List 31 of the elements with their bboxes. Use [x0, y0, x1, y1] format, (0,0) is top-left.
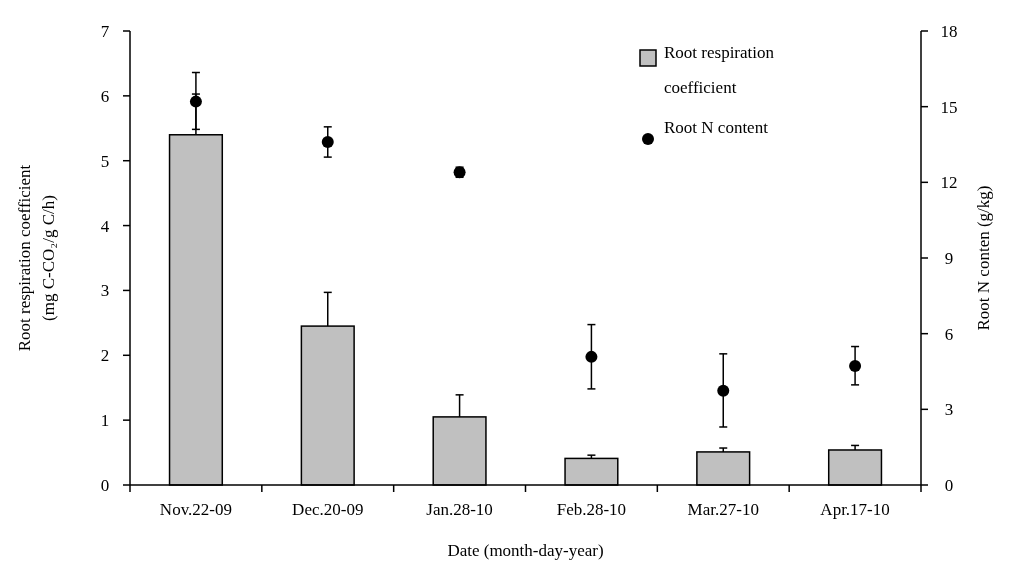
y2-tick-label: 12: [940, 173, 958, 193]
legend-label: Root respiration coefficient: [664, 43, 775, 97]
y2-tick-label: 18: [940, 21, 958, 41]
y-axis-title: Root respiration coefficient (mg C-CO₂/g C/h): [15, 164, 58, 352]
point: [321, 135, 334, 148]
x-tick-label: Apr.17-10: [820, 500, 890, 519]
y-tick-label: 0: [100, 475, 110, 495]
y2-tick-label: 6: [944, 324, 954, 344]
y2-tick-label: 0: [944, 475, 954, 495]
y-tick-label: 6: [100, 86, 110, 106]
y2-tick-label: 3: [944, 400, 954, 420]
x-axis-title: Date (month-day-year): [447, 541, 604, 560]
y-tick-label: 7: [100, 21, 110, 41]
y2-tick-label: 9: [944, 248, 954, 268]
point: [849, 359, 862, 372]
y2-tick-label: 15: [940, 97, 958, 117]
y-tick-label: 4: [100, 216, 110, 236]
point: [189, 95, 202, 108]
x-tick-label: Dec.20-09: [292, 500, 364, 519]
y2-axis-title: Root N conten (g/kg): [974, 185, 993, 331]
x-tick-label: Jan.28-10: [426, 500, 493, 519]
point: [717, 384, 730, 397]
x-tick-label: Mar.27-10: [687, 500, 759, 519]
legend-label: Root N content: [664, 118, 769, 137]
x-tick-label: Nov.22-09: [159, 500, 232, 519]
y-tick-label: 2: [100, 346, 110, 366]
point: [585, 350, 598, 363]
x-tick-label: Feb.28-10: [556, 500, 627, 519]
y-tick-label: 3: [100, 281, 110, 301]
y-tick-label: 5: [100, 151, 110, 171]
y-tick-label: 1: [100, 411, 110, 431]
